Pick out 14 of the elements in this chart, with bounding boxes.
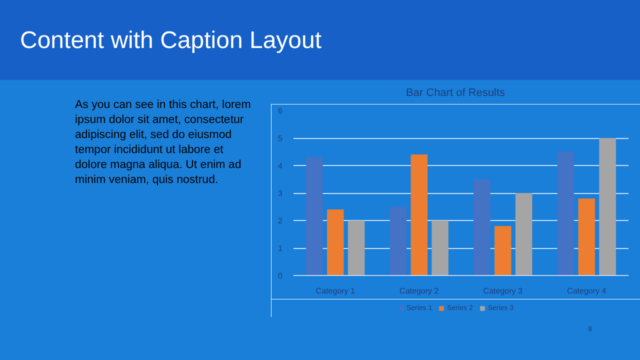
y-tick-label: 1 — [278, 244, 284, 253]
x-tick-label: Category 3 — [483, 286, 523, 296]
y-tick-label: 0 — [278, 272, 284, 280]
x-tick-label: Category 4 — [567, 286, 607, 296]
y-tick-label: 3 — [278, 189, 284, 198]
chart-title: Content with Caption Layout — [20, 26, 322, 56]
x-tick-label: Category 2 — [400, 286, 440, 296]
chart-subtitle: Bar Chart of Results — [406, 86, 506, 101]
y-tick-label: 2 — [278, 216, 284, 226]
y-tick-label: 6 — [278, 106, 284, 116]
text: As you can see in this chart, lorem ipsum dolor sit amet, consectetur adipiscing elit, sed do eiusmod tempor incididunt ut labore et dolore magna aliqua. Ut enim ad minim veniam, quis nostrud. — [75, 98, 251, 188]
y-tick-label: 4 — [278, 162, 284, 170]
x-tick-label: Category 1 — [316, 286, 356, 296]
y-tick-label: 5 — [278, 134, 284, 143]
